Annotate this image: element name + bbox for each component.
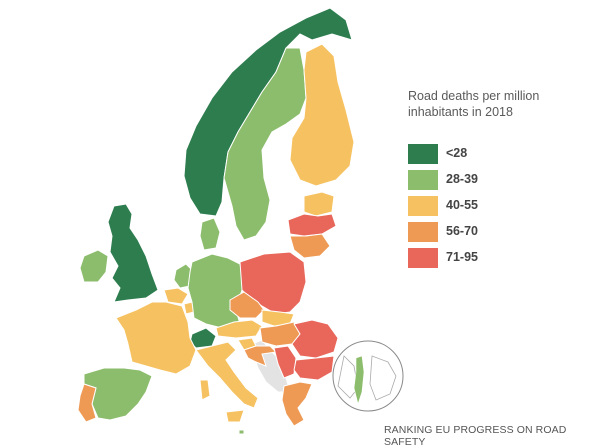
- legend-swatch: [408, 144, 438, 164]
- region-czechia[interactable]: [229, 291, 265, 319]
- legend-swatch: [408, 170, 438, 190]
- region-serbia[interactable]: [273, 345, 297, 379]
- legend-label: 28-39: [446, 172, 478, 186]
- region-portugal[interactable]: [77, 383, 97, 423]
- region-greece[interactable]: [281, 381, 313, 427]
- region-romania[interactable]: [291, 319, 339, 359]
- region-sicily[interactable]: [225, 409, 245, 423]
- legend-title-line-2: inhabitants in 2018: [408, 105, 513, 119]
- region-estonia[interactable]: [303, 191, 335, 217]
- legend-item-40-55: 40-55: [408, 196, 568, 216]
- footer-caption: RANKING EU PROGRESS ON ROAD SAFETY: [384, 424, 567, 448]
- region-germany[interactable]: [187, 253, 245, 329]
- region-ireland[interactable]: [79, 249, 109, 283]
- region-france[interactable]: [115, 301, 197, 375]
- legend-label: 71-95: [446, 250, 478, 264]
- legend-swatch: [408, 248, 438, 268]
- legend-swatch: [408, 222, 438, 242]
- region-sardinia[interactable]: [199, 379, 211, 401]
- legend-label: 40-55: [446, 198, 478, 212]
- legend-item-71-95: 71-95: [408, 248, 568, 268]
- legend-item-28-39: 28-39: [408, 170, 568, 190]
- region-united-kingdom[interactable]: [107, 203, 159, 303]
- inset-map: [332, 340, 404, 412]
- region-israel[interactable]: [353, 355, 365, 406]
- region-latvia[interactable]: [287, 213, 337, 237]
- region-lithuania[interactable]: [289, 233, 331, 259]
- region-italy[interactable]: [195, 341, 259, 409]
- region-belgium[interactable]: [163, 287, 189, 305]
- legend-item-56-70: 56-70: [408, 222, 568, 242]
- legend-title: Road deaths per million inhabitants in 2…: [408, 88, 578, 120]
- region-austria[interactable]: [215, 319, 263, 339]
- legend-title-line-1: Road deaths per million: [408, 89, 540, 103]
- region-sweden[interactable]: [223, 47, 307, 241]
- region-bulgaria[interactable]: [293, 355, 335, 381]
- region-finland[interactable]: [289, 43, 355, 187]
- region-malta[interactable]: [238, 429, 245, 435]
- legend-item-lt28: <28: [408, 144, 568, 164]
- legend-label: 56-70: [446, 224, 478, 238]
- region-croatia[interactable]: [243, 345, 278, 367]
- region-denmark[interactable]: [199, 217, 221, 251]
- legend-label: <28: [446, 146, 468, 160]
- legend-swatch: [408, 196, 438, 216]
